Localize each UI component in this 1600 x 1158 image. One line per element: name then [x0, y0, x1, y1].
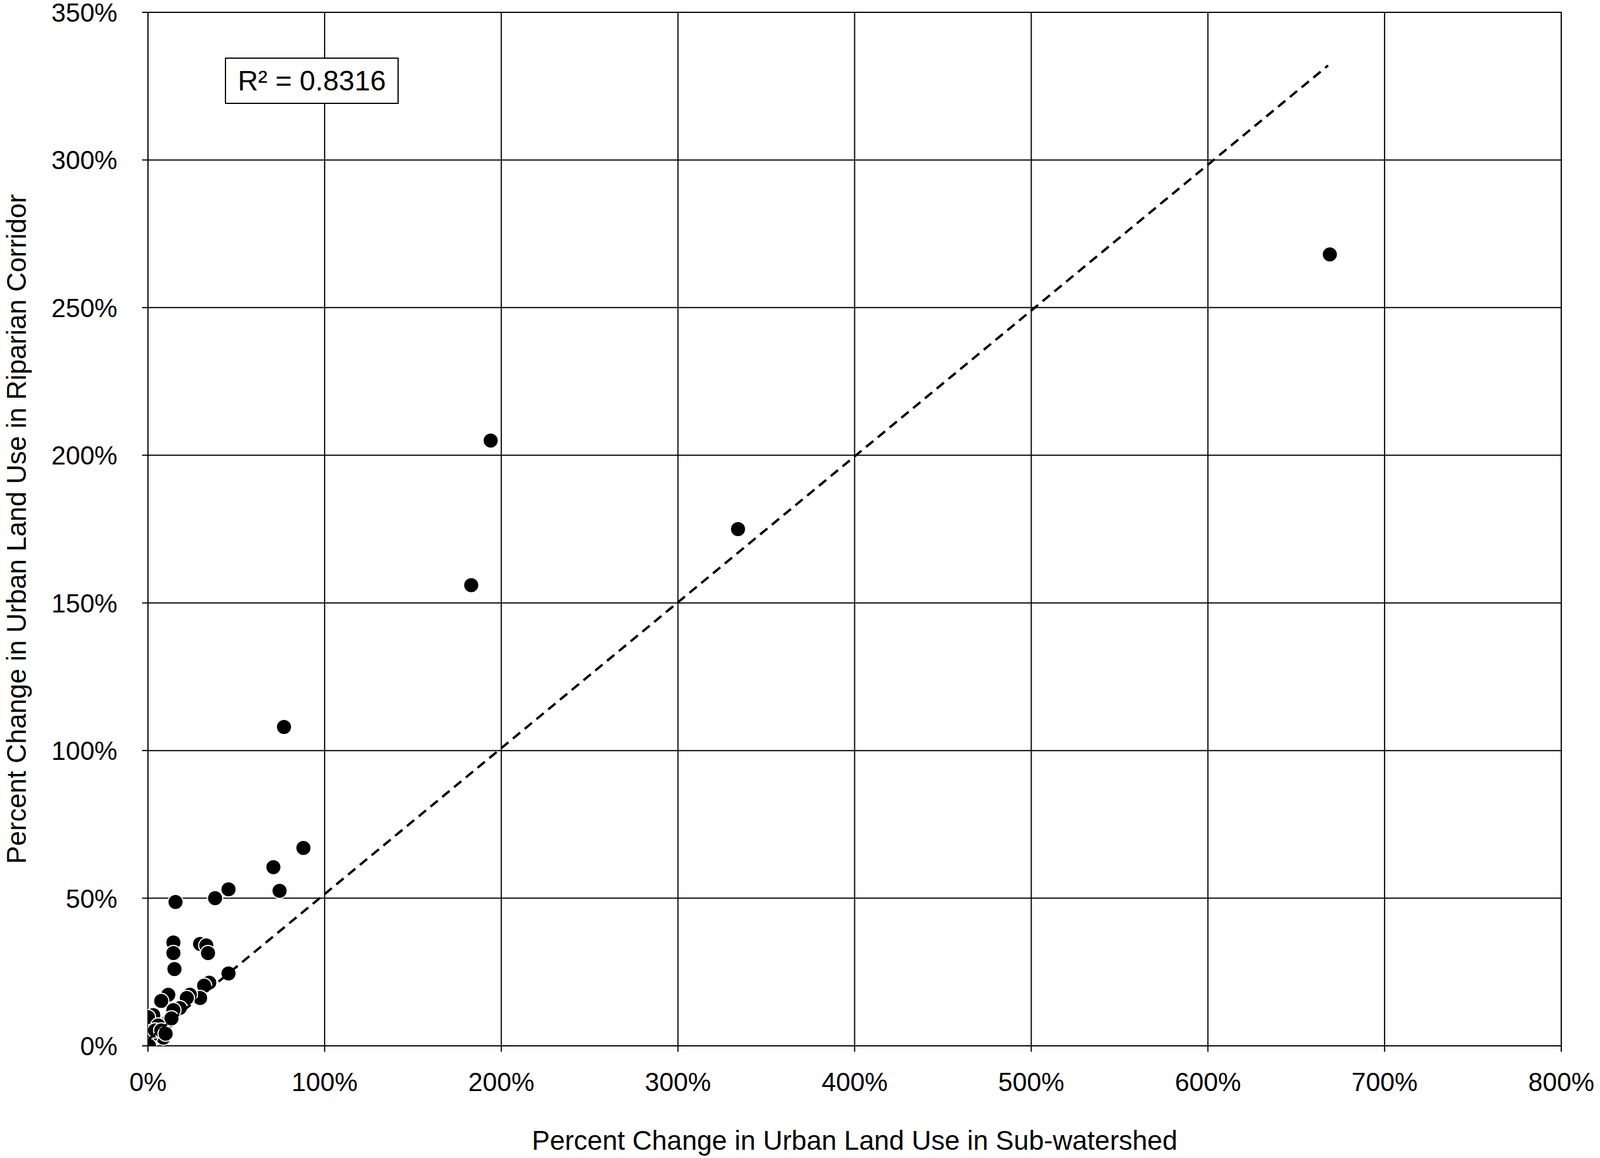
- y-tick-label: 350%: [51, 0, 118, 28]
- scatter-point: [220, 881, 237, 897]
- scatter-point: [483, 432, 499, 448]
- scatter-point: [271, 883, 288, 899]
- y-tick-label: 100%: [51, 736, 118, 766]
- x-tick-label: 100%: [291, 1067, 359, 1097]
- x-grid-line: [1207, 12, 1209, 1046]
- x-grid-line: [1383, 12, 1386, 1046]
- x-tick: [1383, 1045, 1386, 1052]
- marks: [147, 65, 1338, 1046]
- y-tick: [142, 11, 148, 13]
- scatter-point: [200, 945, 216, 961]
- y-grid-line: [147, 897, 1562, 899]
- y-tick-label: 300%: [51, 145, 118, 175]
- x-axis-label: Percent Change in Urban Land Use in Sub-…: [531, 1124, 1178, 1156]
- scatter-point: [295, 840, 312, 856]
- y-grid-line: [147, 307, 1562, 309]
- x-tick: [324, 1045, 326, 1052]
- scatter-point: [730, 521, 746, 537]
- x-tick: [1560, 1045, 1562, 1052]
- y-grid-line: [147, 159, 1562, 161]
- y-grid-line: [147, 749, 1562, 751]
- chart: 0% 100% 200% 300% 400% 500% 600% 700% 800% 0% 50% 1…: [0, 0, 1600, 1158]
- y-tick: [142, 1045, 148, 1047]
- scatter-point: [265, 859, 282, 875]
- annotation: R² = 0.8316: [237, 65, 386, 97]
- y-tick: [142, 454, 148, 456]
- x-tick-label: 200%: [467, 1067, 535, 1097]
- annotation-box: R² = 0.8316: [225, 58, 399, 104]
- scatter-point: [165, 945, 181, 961]
- y-tick: [142, 749, 148, 751]
- x-tick-label: 500%: [998, 1067, 1065, 1097]
- x-tick-label: 800%: [1528, 1067, 1595, 1097]
- x-grid-line: [500, 12, 503, 1046]
- plot-frame: [147, 12, 1562, 1046]
- y-tick: [142, 897, 148, 899]
- y-tick-label: 250%: [51, 293, 118, 323]
- x-tick-label: 0%: [129, 1067, 167, 1097]
- x-tick: [147, 1045, 149, 1052]
- annotation-frame: [225, 58, 399, 104]
- y-tick-label: 200%: [51, 440, 118, 470]
- x-grid-line: [854, 12, 856, 1046]
- y-tick: [142, 159, 148, 161]
- y-tick-label: 0%: [79, 1031, 118, 1061]
- x-grid-line: [677, 12, 679, 1046]
- scatter-point: [207, 890, 223, 906]
- y-tick: [142, 602, 148, 604]
- x-tick-label: 300%: [644, 1067, 712, 1097]
- x-tick-label: 600%: [1174, 1067, 1242, 1097]
- trend-line: [147, 65, 1329, 1040]
- x-tick-label: 700%: [1351, 1067, 1418, 1097]
- y-grid-line: [147, 602, 1562, 604]
- x-tick: [854, 1045, 856, 1052]
- x-tick: [677, 1045, 679, 1052]
- scatter-point: [276, 719, 292, 735]
- scatter-point: [463, 577, 480, 594]
- x-grid-line: [1030, 12, 1032, 1046]
- y-axis-label: Percent Change in Urban Land Use in Ripa…: [1, 194, 32, 864]
- scatter-point: [1322, 246, 1338, 262]
- grid: [142, 12, 1562, 1052]
- scatter-point: [166, 961, 183, 977]
- x-tick: [1207, 1045, 1209, 1052]
- y-tick: [142, 307, 148, 309]
- x-grid-line: [324, 12, 326, 1046]
- y-tick-label: 50%: [65, 884, 118, 914]
- x-tick-label: 400%: [821, 1067, 888, 1097]
- x-tick: [500, 1045, 503, 1052]
- scatter-point: [167, 894, 184, 910]
- x-tick: [1030, 1045, 1032, 1052]
- y-tick-label: 150%: [51, 588, 118, 618]
